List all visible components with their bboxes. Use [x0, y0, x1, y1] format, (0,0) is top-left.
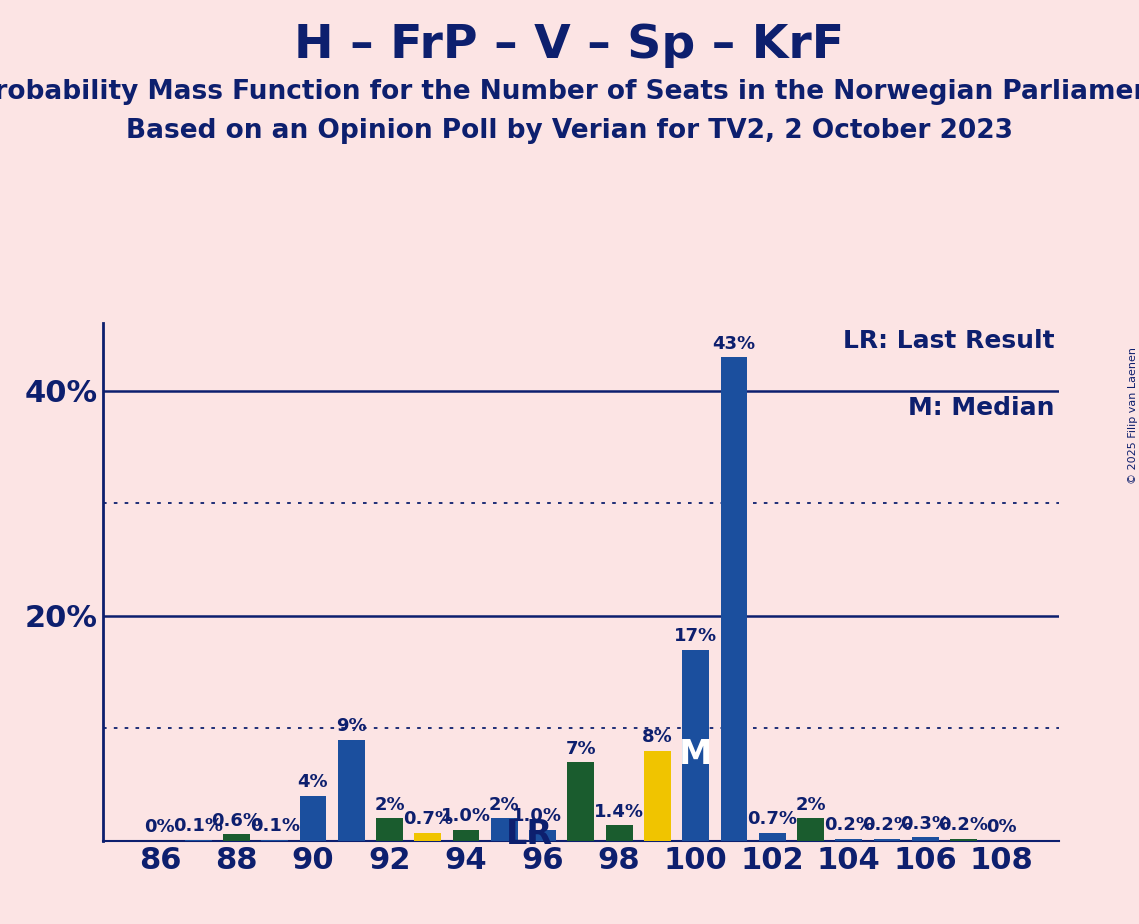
Text: LR: LR: [506, 818, 552, 851]
Bar: [912, 837, 939, 841]
Bar: [452, 830, 480, 841]
Bar: [950, 839, 977, 841]
Text: 0.1%: 0.1%: [249, 817, 300, 835]
Text: 0.6%: 0.6%: [212, 811, 262, 830]
Bar: [415, 833, 441, 841]
Text: M: Median: M: Median: [908, 395, 1055, 419]
Text: 7%: 7%: [566, 739, 596, 758]
Bar: [797, 819, 823, 841]
Text: 1.0%: 1.0%: [441, 807, 491, 825]
Bar: [300, 796, 327, 841]
Text: 17%: 17%: [674, 627, 718, 645]
Bar: [338, 739, 364, 841]
Text: 0.7%: 0.7%: [747, 810, 797, 829]
Bar: [835, 839, 862, 841]
Text: 2%: 2%: [489, 796, 519, 814]
Text: 0.2%: 0.2%: [823, 816, 874, 834]
Text: 2%: 2%: [795, 796, 826, 814]
Bar: [874, 839, 901, 841]
Text: 0.3%: 0.3%: [900, 815, 950, 833]
Text: 0.7%: 0.7%: [403, 810, 453, 829]
Bar: [682, 650, 710, 841]
Text: 1.0%: 1.0%: [511, 807, 562, 825]
Text: © 2025 Filip van Laenen: © 2025 Filip van Laenen: [1129, 347, 1138, 484]
Text: 0.2%: 0.2%: [939, 816, 989, 834]
Bar: [721, 358, 747, 841]
Text: Probability Mass Function for the Number of Seats in the Norwegian Parliament: Probability Mass Function for the Number…: [0, 79, 1139, 104]
Bar: [261, 840, 288, 841]
Text: LR: Last Result: LR: Last Result: [843, 329, 1055, 353]
Bar: [530, 830, 556, 841]
Text: 0%: 0%: [145, 819, 175, 836]
Text: 0.2%: 0.2%: [862, 816, 912, 834]
Text: 43%: 43%: [712, 334, 755, 353]
Bar: [491, 819, 518, 841]
Text: 1.4%: 1.4%: [595, 803, 645, 821]
Text: 0%: 0%: [986, 819, 1017, 836]
Text: Based on an Opinion Poll by Verian for TV2, 2 October 2023: Based on an Opinion Poll by Verian for T…: [126, 118, 1013, 144]
Bar: [606, 825, 632, 841]
Bar: [223, 834, 249, 841]
Bar: [185, 840, 212, 841]
Bar: [759, 833, 786, 841]
Text: 2%: 2%: [375, 796, 404, 814]
Text: 4%: 4%: [297, 773, 328, 791]
Bar: [644, 751, 671, 841]
Text: 8%: 8%: [642, 728, 673, 747]
Bar: [567, 762, 595, 841]
Text: 9%: 9%: [336, 717, 367, 736]
Bar: [376, 819, 403, 841]
Text: M: M: [679, 738, 712, 772]
Text: H – FrP – V – Sp – KrF: H – FrP – V – Sp – KrF: [295, 23, 844, 68]
Text: 0.1%: 0.1%: [173, 817, 223, 835]
